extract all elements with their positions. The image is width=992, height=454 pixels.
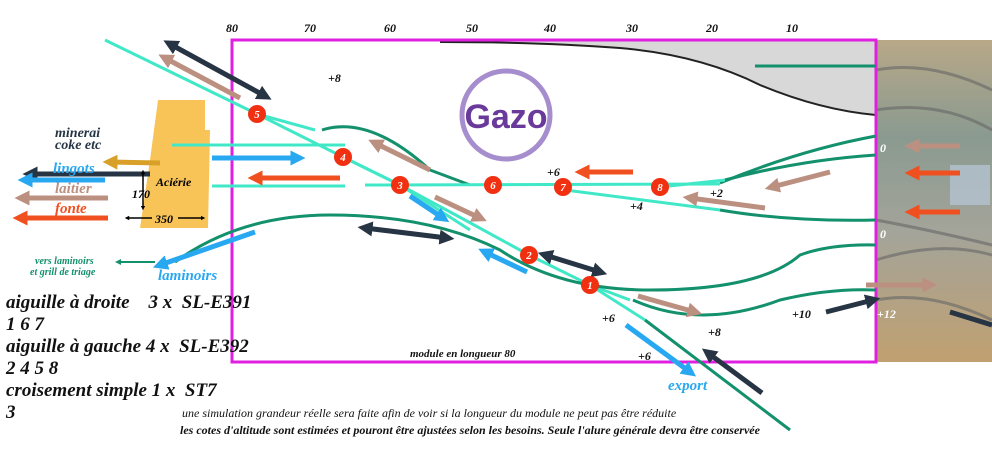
legend-line: 3 — [6, 402, 16, 423]
switch-node: 5 — [248, 105, 266, 123]
altitude: +10 — [792, 307, 811, 321]
acierie-label: Aciérie — [155, 175, 192, 189]
scale-tick: 50 — [466, 21, 478, 35]
legend-line: aiguille à droite 3 x SL-E391 — [6, 292, 252, 313]
switch-node: 8 — [651, 178, 669, 196]
altitude: 0 — [880, 141, 886, 155]
switch-legend: aiguille à droite 3 x SL-E391 1 6 7 aigu… — [6, 292, 251, 424]
tracks — [104, 38, 877, 432]
scale-tick: 30 — [625, 21, 638, 35]
switch-node: 7 — [554, 178, 572, 196]
acierie-building — [140, 100, 210, 228]
label-lingots: lingots — [53, 161, 95, 177]
module-label: module en longueur 80 — [410, 348, 516, 360]
svg-text:7: 7 — [560, 182, 566, 194]
scale-tick: 60 — [384, 21, 396, 35]
legend-line: 1 6 7 — [6, 314, 44, 335]
svg-text:4: 4 — [339, 152, 346, 164]
gazo-logo: Gazo — [459, 68, 553, 162]
label-minerai: minerai — [55, 126, 100, 141]
label-export: export — [668, 378, 708, 394]
svg-text:2: 2 — [525, 250, 532, 262]
switch-node: 2 — [520, 246, 538, 264]
switch-node: 6 — [484, 176, 502, 194]
label-coke: coke etc — [55, 138, 102, 153]
label-laitier: laitier — [55, 181, 92, 197]
legend-line: aiguille à gauche 4 x SL-E392 — [6, 336, 249, 357]
arrow-coke — [102, 154, 161, 170]
scale-tick: 20 — [705, 21, 718, 35]
label-grill-triage: et grill de triage — [30, 267, 96, 278]
svg-text:5: 5 — [254, 109, 260, 121]
altitude: +8 — [708, 325, 721, 339]
legend-line: croisement simple 1 x ST7 — [6, 380, 217, 401]
note-line: une simulation grandeur réelle sera fait… — [182, 406, 677, 420]
switch-nodes: 1 2 3 4 5 6 7 8 — [248, 105, 669, 294]
svg-text:1: 1 — [587, 280, 593, 292]
svg-text:8: 8 — [657, 182, 663, 194]
legend-line: 2 4 5 8 — [6, 358, 59, 379]
altitude: +6 — [602, 311, 615, 325]
svg-text:6: 6 — [490, 180, 496, 192]
altitude: +12 — [877, 307, 896, 321]
altitude: +6 — [547, 165, 560, 179]
svg-text:Gazo: Gazo — [464, 98, 547, 136]
acierie-dimensions — [127, 169, 203, 218]
scale-tick: 70 — [304, 21, 316, 35]
layout-photo — [875, 40, 992, 362]
switch-node: 3 — [391, 176, 409, 194]
altitude: +6 — [638, 349, 651, 363]
label-vers-laminoirs: vers laminoirs — [35, 256, 94, 267]
acierie-width: 350 — [154, 212, 173, 226]
label-fonte: fonte — [55, 201, 87, 217]
flow-arrows — [12, 40, 992, 396]
scale-tick: 40 — [543, 21, 556, 35]
label-laminoirs: laminoirs — [158, 268, 217, 284]
terrain-hill — [440, 40, 876, 115]
scale-ruler: 80 70 60 50 40 30 20 10 — [226, 21, 798, 35]
svg-text:3: 3 — [396, 180, 403, 192]
note-line: les cotes d'altitude sont estimées et po… — [180, 423, 760, 437]
scale-tick: 10 — [786, 21, 798, 35]
altitude: +4 — [630, 199, 643, 213]
altitude: +8 — [328, 71, 341, 85]
acierie-height: 170 — [132, 187, 150, 201]
notes: une simulation grandeur réelle sera fait… — [180, 405, 760, 439]
altitude: +2 — [710, 186, 723, 200]
switch-node: 1 — [581, 276, 599, 294]
scale-tick: 80 — [226, 21, 238, 35]
altitude: 0 — [880, 227, 886, 241]
switch-node: 4 — [334, 148, 352, 166]
module-frame — [230, 38, 878, 364]
altitude-labels: +8 +6 +2 +4 0 0 +10 +12 +6 +8 +6 — [328, 71, 896, 363]
